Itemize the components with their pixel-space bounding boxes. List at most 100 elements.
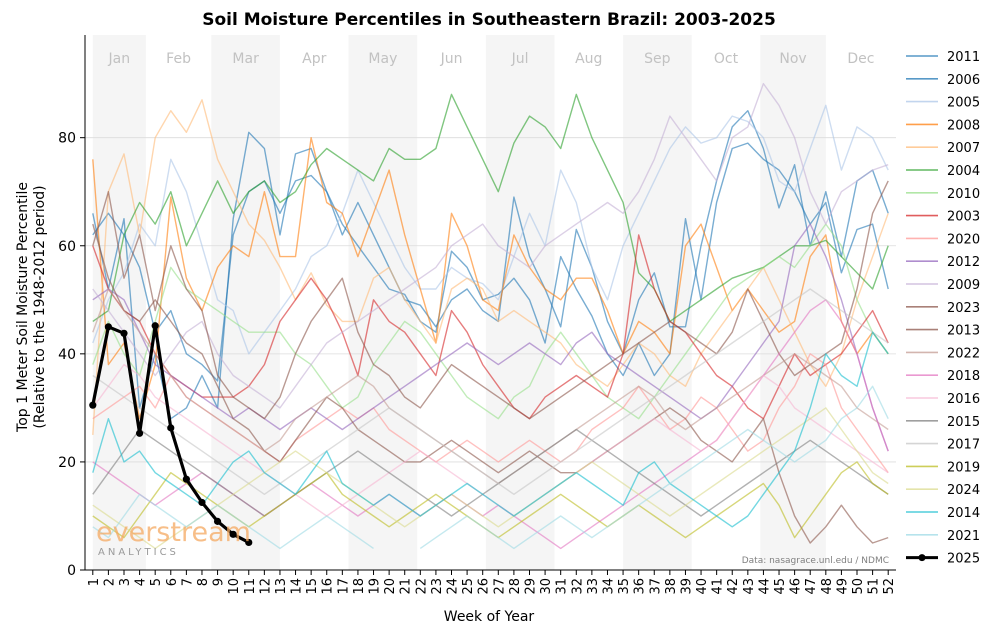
y-tick-label-60: 60 [58,239,76,255]
y-tick-label-40: 40 [58,347,76,363]
legend-label-2017: 2017 [947,438,980,453]
x-tick-label-6: 6 [165,578,180,586]
x-tick-label-23: 23 [430,578,445,595]
month-label-jan: Jan [108,51,131,67]
series-line-2007 [92,99,889,435]
x-tick-label-28: 28 [508,578,523,595]
x-tick-label-42: 42 [726,578,741,595]
month-label-jun: Jun [440,51,463,67]
month-label-may: May [368,51,397,67]
x-tick-label-9: 9 [212,578,227,586]
x-tick-label-46: 46 [789,578,804,595]
x-tick-label-32: 32 [570,578,585,595]
x-tick-label-34: 34 [601,578,616,595]
x-tick-label-8: 8 [196,578,211,586]
x-tick-label-48: 48 [820,578,835,595]
x-tick-label-20: 20 [383,578,398,595]
x-tick-label-2: 2 [102,578,117,586]
legend-label-2013: 2013 [947,324,980,339]
legend-label-2023: 2023 [947,301,980,316]
month-label-aug: Aug [575,51,602,67]
x-tick-label-44: 44 [757,578,772,595]
x-tick-label-12: 12 [258,578,273,595]
month-label-feb: Feb [166,51,191,67]
point-2025-week-10 [229,530,237,538]
y-tick-label-80: 80 [58,131,76,147]
series-line-2012 [92,223,889,452]
legend: 2011 2006 2005 2008 2007 2004 2010 2003 2020 2012… [906,50,980,567]
legend-label-2012: 2012 [947,255,980,270]
point-2025-week-8 [198,498,206,507]
legend-label-2010: 2010 [947,187,980,202]
month-label-oct: Oct [714,51,739,67]
series-line-2015 [92,428,889,517]
x-tick-label-31: 31 [555,578,570,595]
series-line-2014 [92,331,889,528]
x-tick-label-30: 30 [539,578,554,595]
y-axis-label-line1: Top 1 Meter Soil Moisture Percentile [15,182,31,433]
x-tick-label-52: 52 [882,578,897,595]
series-lines [89,82,889,550]
x-tick-label-29: 29 [523,578,538,595]
x-tick-label-15: 15 [305,578,320,595]
axes [84,35,896,571]
x-tick-label-22: 22 [414,578,429,595]
month-label-dec: Dec [847,51,874,67]
month-label-nov: Nov [779,51,806,67]
x-tick-label-17: 17 [336,578,351,595]
legend-label-2024: 2024 [947,483,980,498]
month-band-jul [485,35,555,570]
legend-label-2021: 2021 [947,529,980,544]
x-axis-label: Week of Year [444,609,535,625]
x-tick-label-37: 37 [648,578,663,595]
x-tick-label-19: 19 [368,578,383,595]
everstream-logo: everstream ANALYTICS [96,517,251,558]
month-band-sep [623,35,692,570]
x-tick-label-3: 3 [118,578,133,586]
x-tick-label-35: 35 [617,578,632,595]
legend-label-2020: 2020 [947,232,980,247]
y-tick-label-20: 20 [58,455,76,471]
series-line-2017 [92,288,889,495]
series-line-2023 [92,180,889,420]
x-tick-label-40: 40 [695,578,710,595]
legend-label-2005: 2005 [947,96,980,111]
legend-label-2022: 2022 [947,346,980,361]
month-label-apr: Apr [302,51,326,67]
legend-label-2015: 2015 [947,415,980,430]
point-2025-week-6 [167,424,175,432]
x-tick-label-24: 24 [446,578,461,595]
x-tick-label-47: 47 [804,578,819,595]
x-tick-label-39: 39 [679,578,694,595]
chart-title: Soil Moisture Percentiles in Southeaster… [202,10,776,30]
point-2025-week-11 [245,538,253,547]
series-line-2013 [92,223,889,544]
x-tick-label-16: 16 [321,578,336,595]
legend-label-2007: 2007 [947,141,980,156]
legend-label-2003: 2003 [947,210,980,225]
x-tick-label-50: 50 [851,578,866,595]
legend-label-2009: 2009 [947,278,980,293]
point-2025-week-7 [182,475,190,483]
legend-label-2025: 2025 [947,552,980,567]
x-tick-label-45: 45 [773,578,788,595]
legend-label-2018: 2018 [947,369,980,384]
x-tick-label-11: 11 [243,578,258,595]
series-line-2006 [92,142,889,382]
x-tick-label-5: 5 [149,578,164,586]
month-label-mar: Mar [232,51,259,67]
point-2025-week-5 [151,322,159,330]
x-tick-label-7: 7 [180,578,195,586]
legend-label-2016: 2016 [947,392,980,407]
x-tick-label-27: 27 [492,578,507,595]
series-line-2004 [92,93,889,323]
x-tick-label-10: 10 [227,578,242,595]
x-tick-label-18: 18 [352,578,367,595]
point-2025-week-9 [213,517,222,525]
x-tick-label-14: 14 [290,578,305,595]
logo-wordmark: everstream [96,517,251,548]
month-label-sep: Sep [644,51,671,67]
point-2025-week-4 [135,429,144,437]
